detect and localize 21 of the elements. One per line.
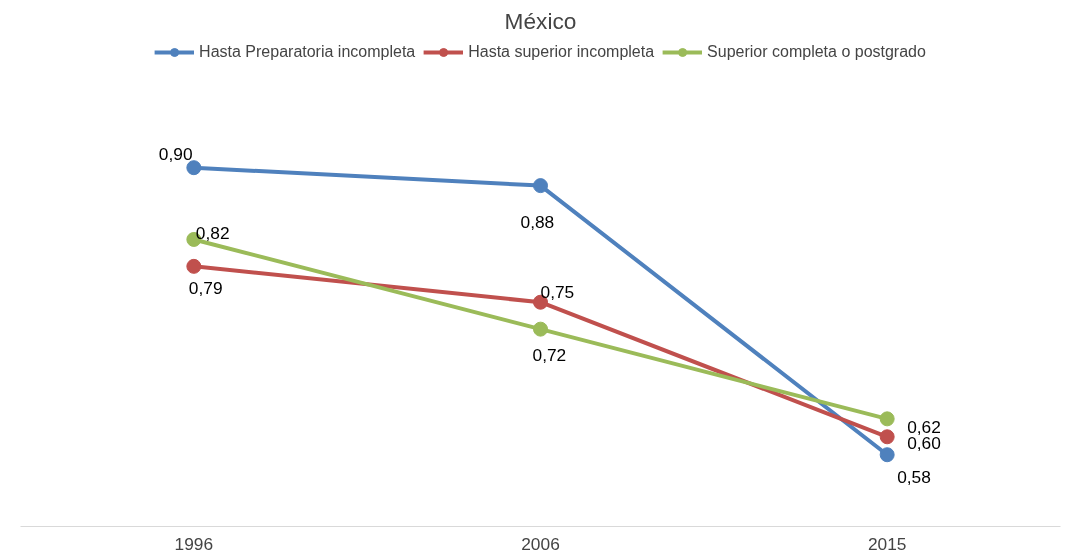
chart-title: México bbox=[504, 7, 577, 34]
point bbox=[879, 411, 895, 427]
data-label: 0,58 bbox=[897, 466, 931, 487]
x-tick-label: 1996 bbox=[174, 533, 214, 552]
data-label: 0,88 bbox=[520, 211, 555, 232]
data-label: 0,75 bbox=[540, 282, 575, 303]
x-tick-label: 2015 bbox=[867, 533, 907, 552]
point bbox=[186, 160, 202, 176]
x-tick-label: 2006 bbox=[521, 533, 560, 552]
data-label: 0,79 bbox=[188, 278, 223, 299]
legend-label: Superior completa o postgrado bbox=[707, 43, 926, 61]
point bbox=[879, 429, 895, 445]
point bbox=[879, 447, 895, 463]
data-label: 0,72 bbox=[532, 345, 567, 366]
point bbox=[533, 321, 548, 337]
point bbox=[533, 178, 548, 194]
legend-label: Hasta superior incompleta bbox=[468, 43, 655, 61]
point bbox=[186, 258, 202, 274]
legend-label: Hasta Preparatoria incompleta bbox=[199, 43, 416, 61]
data-label: 0,90 bbox=[158, 143, 193, 164]
data-label: 0,82 bbox=[195, 223, 230, 244]
